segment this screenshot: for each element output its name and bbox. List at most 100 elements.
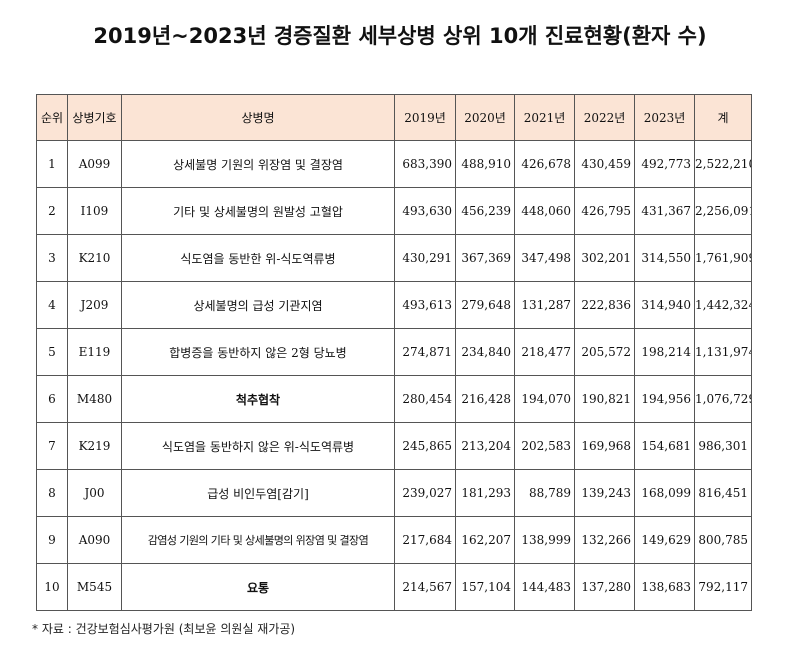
header-2020: 2020년 xyxy=(455,94,515,141)
cell-2019: 493,630 xyxy=(394,187,456,235)
cell-2023: 198,214 xyxy=(634,328,695,376)
cell-2022: 137,280 xyxy=(574,563,635,611)
cell-code: E119 xyxy=(67,328,122,376)
header-2022: 2022년 xyxy=(574,94,635,141)
cell-2023: 194,956 xyxy=(634,375,695,423)
cell-2019: 274,871 xyxy=(394,328,456,376)
cell-2022: 139,243 xyxy=(574,469,635,517)
cell-total: 1,076,729 xyxy=(694,375,752,423)
cell-2022: 222,836 xyxy=(574,281,635,329)
cell-total: 2,256,091 xyxy=(694,187,752,235)
cell-rank: 4 xyxy=(36,281,68,329)
cell-disease-name: 기타 및 상세불명의 원발성 고혈압 xyxy=(121,187,395,235)
cell-code: J209 xyxy=(67,281,122,329)
cell-2022: 169,968 xyxy=(574,422,635,470)
cell-2019: 493,613 xyxy=(394,281,456,329)
cell-2021: 88,789 xyxy=(514,469,575,517)
table-row: 4 J209 상세불명의 급성 기관지염 493,613 279,648 131… xyxy=(36,281,752,329)
header-disease-name: 상병명 xyxy=(121,94,395,141)
cell-2019: 239,027 xyxy=(394,469,456,517)
cell-2022: 302,201 xyxy=(574,234,635,282)
cell-total: 2,522,210 xyxy=(694,140,752,188)
cell-2023: 314,940 xyxy=(634,281,695,329)
page-title: 2019년~2023년 경증질환 세부상병 상위 10개 진료현황(환자 수) xyxy=(93,24,707,48)
cell-2023: 431,367 xyxy=(634,187,695,235)
cell-2019: 245,865 xyxy=(394,422,456,470)
cell-code: M545 xyxy=(67,563,122,611)
cell-total: 792,117 xyxy=(694,563,752,611)
cell-rank: 7 xyxy=(36,422,68,470)
cell-code: J00 xyxy=(67,469,122,517)
cell-2020: 157,104 xyxy=(455,563,515,611)
cell-2020: 279,648 xyxy=(455,281,515,329)
cell-2023: 154,681 xyxy=(634,422,695,470)
cell-disease-name: 상세불명의 급성 기관지염 xyxy=(121,281,395,329)
cell-code: I109 xyxy=(67,187,122,235)
table-row: 1 A099 상세불명 기원의 위장염 및 결장염 683,390 488,91… xyxy=(36,140,752,188)
cell-rank: 2 xyxy=(36,187,68,235)
cell-2020: 367,369 xyxy=(455,234,515,282)
cell-2019: 683,390 xyxy=(394,140,456,188)
cell-2021: 202,583 xyxy=(514,422,575,470)
table-row: 2 I109 기타 및 상세불명의 원발성 고혈압 493,630 456,23… xyxy=(36,187,752,235)
cell-2021: 426,678 xyxy=(514,140,575,188)
source-footnote: * 자료 : 건강보험심사평가원 (최보윤 의원실 재가공) xyxy=(32,622,296,636)
disease-stats-table: 순위 상병기호 상병명 2019년 2020년 2021년 2022년 2023… xyxy=(36,94,752,611)
table-row: 8 J00 급성 비인두염[감기] 239,027 181,293 88,789… xyxy=(36,469,752,517)
cell-2019: 430,291 xyxy=(394,234,456,282)
cell-rank: 10 xyxy=(36,563,68,611)
cell-disease-name: 요통 xyxy=(121,563,395,611)
cell-2021: 218,477 xyxy=(514,328,575,376)
cell-rank: 3 xyxy=(36,234,68,282)
cell-disease-name: 급성 비인두염[감기] xyxy=(121,469,395,517)
cell-2023: 138,683 xyxy=(634,563,695,611)
cell-2021: 131,287 xyxy=(514,281,575,329)
table-row: 10 M545 요통 214,567 157,104 144,483 137,2… xyxy=(36,563,752,611)
cell-rank: 9 xyxy=(36,516,68,564)
cell-2020: 213,204 xyxy=(455,422,515,470)
cell-code: M480 xyxy=(67,375,122,423)
cell-disease-name: 식도염을 동반하지 않은 위-식도역류병 xyxy=(121,422,395,470)
cell-total: 1,131,974 xyxy=(694,328,752,376)
cell-code: A099 xyxy=(67,140,122,188)
header-2021: 2021년 xyxy=(514,94,575,141)
cell-2023: 314,550 xyxy=(634,234,695,282)
cell-code: K210 xyxy=(67,234,122,282)
cell-2021: 144,483 xyxy=(514,563,575,611)
cell-rank: 1 xyxy=(36,140,68,188)
table-row: 9 A090 감염성 기원의 기타 및 상세불명의 위장염 및 결장염 217,… xyxy=(36,516,752,564)
table-row: 6 M480 척추협착 280,454 216,428 194,070 190,… xyxy=(36,375,752,423)
cell-total: 800,785 xyxy=(694,516,752,564)
cell-rank: 5 xyxy=(36,328,68,376)
table-row: 5 E119 합병증을 동반하지 않은 2형 당뇨병 274,871 234,8… xyxy=(36,328,752,376)
cell-2021: 194,070 xyxy=(514,375,575,423)
cell-disease-name: 척추협착 xyxy=(121,375,395,423)
cell-rank: 6 xyxy=(36,375,68,423)
cell-2020: 216,428 xyxy=(455,375,515,423)
cell-2021: 448,060 xyxy=(514,187,575,235)
table-row: 3 K210 식도염을 동반한 위-식도역류병 430,291 367,369 … xyxy=(36,234,752,282)
cell-2020: 162,207 xyxy=(455,516,515,564)
cell-2023: 492,773 xyxy=(634,140,695,188)
header-2019: 2019년 xyxy=(394,94,456,141)
cell-2020: 456,239 xyxy=(455,187,515,235)
cell-code: K219 xyxy=(67,422,122,470)
table-header-row: 순위 상병기호 상병명 2019년 2020년 2021년 2022년 2023… xyxy=(36,94,752,141)
cell-2021: 138,999 xyxy=(514,516,575,564)
cell-2022: 430,459 xyxy=(574,140,635,188)
header-rank: 순위 xyxy=(36,94,68,141)
cell-total: 1,761,909 xyxy=(694,234,752,282)
cell-total: 1,442,324 xyxy=(694,281,752,329)
cell-total: 816,451 xyxy=(694,469,752,517)
cell-code: A090 xyxy=(67,516,122,564)
cell-disease-name: 상세불명 기원의 위장염 및 결장염 xyxy=(121,140,395,188)
cell-2019: 214,567 xyxy=(394,563,456,611)
cell-2020: 181,293 xyxy=(455,469,515,517)
cell-2022: 190,821 xyxy=(574,375,635,423)
cell-2019: 217,684 xyxy=(394,516,456,564)
cell-2019: 280,454 xyxy=(394,375,456,423)
cell-disease-name: 감염성 기원의 기타 및 상세불명의 위장염 및 결장염 xyxy=(121,516,395,564)
cell-total: 986,301 xyxy=(694,422,752,470)
cell-2022: 132,266 xyxy=(574,516,635,564)
header-code: 상병기호 xyxy=(67,94,122,141)
